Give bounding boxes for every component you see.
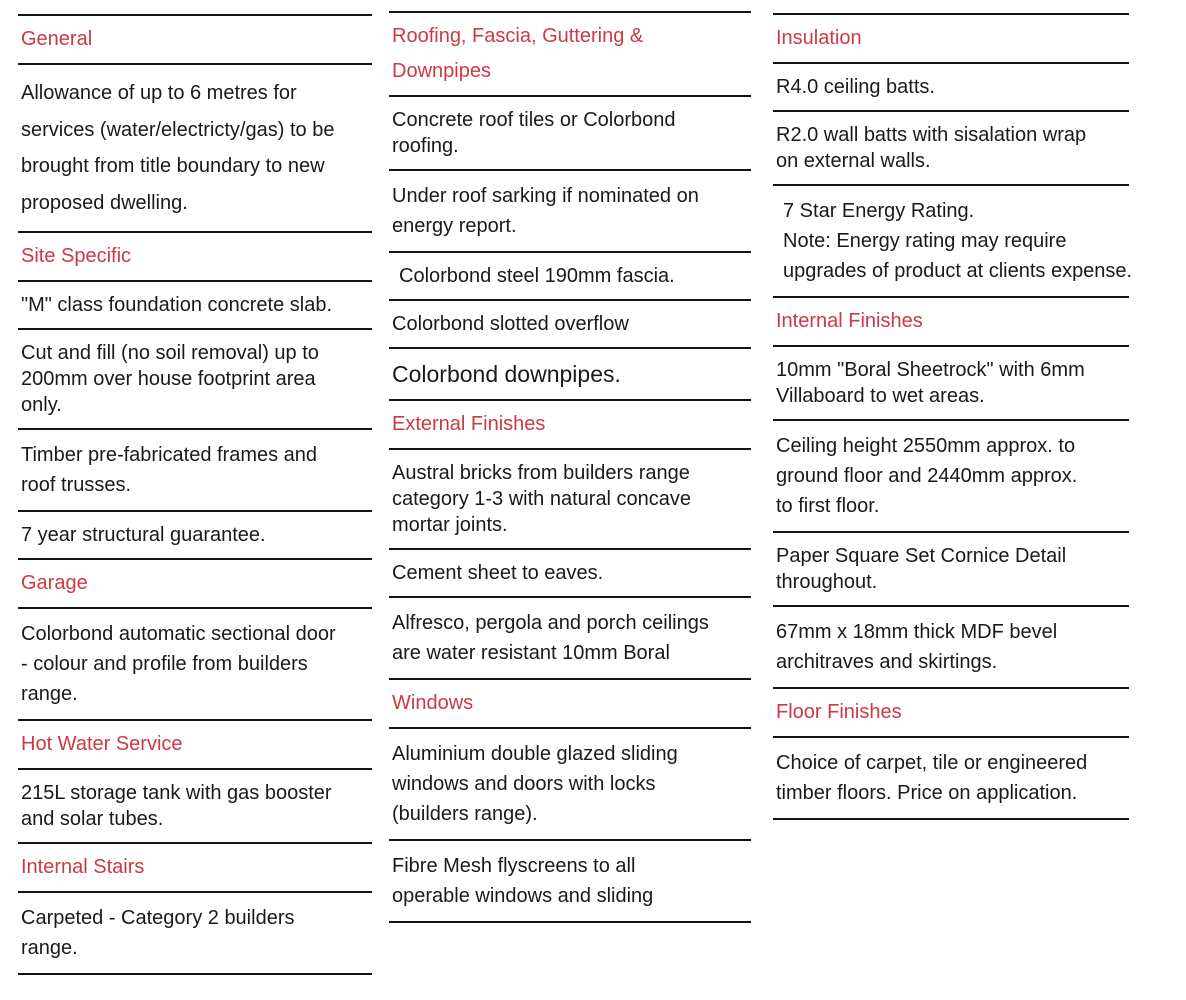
column-general-site: General Allowance of up to 6 metres for … [18,14,372,975]
spec-item-fascia: Colorbond steel 190mm fascia. [389,251,751,299]
column-roofing-external-windows: Roofing, Fascia, Guttering & Downpipes C… [389,11,751,923]
spec-item-foundation-slab: "M" class foundation concrete slab. [18,280,372,328]
spec-item-bricks: Austral bricks from builders range categ… [389,448,751,548]
spec-item-roof-sarking: Under roof sarking if nominated on energ… [389,169,751,251]
spec-item-timber-frames: Timber pre-fabricated frames and roof tr… [18,428,372,510]
spec-item-stairs-carpet: Carpeted - Category 2 builders range. [18,891,372,973]
column-insulation-internal-floor: Insulation R4.0 ceiling batts. R2.0 wall… [773,13,1132,820]
spec-heading-roofing-fascia-guttering: Roofing, Fascia, Guttering & Downpipes [389,11,751,95]
spec-item-architraves: 67mm x 18mm thick MDF bevel architraves … [773,605,1129,687]
spec-item-gutter-overflow: Colorbond slotted overflow [389,299,751,347]
spec-item-plasterboard: 10mm "Boral Sheetrock" with 6mm Villaboa… [773,345,1129,419]
spec-heading-insulation: Insulation [773,13,1129,62]
spec-item-energy-rating: 7 Star Energy Rating. Note: Energy ratin… [773,184,1132,296]
spec-item-structural-guarantee: 7 year structural guarantee. [18,510,372,558]
spec-item-storage-tank: 215L storage tank with gas booster and s… [18,768,372,842]
spec-item-window-glazing: Aluminium double glazed sliding windows … [389,727,751,839]
spec-heading-external-finishes: External Finishes [389,399,751,448]
inclusions-document: General Allowance of up to 6 metres for … [18,11,1132,975]
spec-item-services-allowance: Allowance of up to 6 metres for services… [18,63,372,231]
spec-item-downpipes: Colorbond downpipes. [389,347,751,399]
spec-item-roof-tiles: Concrete roof tiles or Colorbond roofing… [389,95,751,169]
spec-heading-general: General [18,14,372,63]
spec-item-eaves: Cement sheet to eaves. [389,548,751,596]
spec-heading-floor-finishes: Floor Finishes [773,687,1129,736]
spec-heading-internal-finishes: Internal Finishes [773,296,1129,345]
spec-item-floor-choice: Choice of carpet, tile or engineered tim… [773,736,1129,818]
spec-heading-garage: Garage [18,558,372,607]
spec-item-cut-and-fill: Cut and fill (no soil removal) up to 200… [18,328,372,428]
spec-heading-hot-water-service: Hot Water Service [18,719,372,768]
spec-item-garage-door: Colorbond automatic sectional door - col… [18,607,372,719]
spec-item-wall-batts: R2.0 wall batts with sisalation wrap on … [773,110,1129,184]
spec-heading-site-specific: Site Specific [18,231,372,280]
spec-heading-internal-stairs: Internal Stairs [18,842,372,891]
spec-item-ceiling-height: Ceiling height 2550mm approx. to ground … [773,419,1129,531]
spec-item-cornice: Paper Square Set Cornice Detail througho… [773,531,1129,605]
spec-item-ceiling-batts: R4.0 ceiling batts. [773,62,1129,110]
spec-item-flyscreens: Fibre Mesh flyscreens to all operable wi… [389,839,751,921]
spec-heading-windows: Windows [389,678,751,727]
spec-item-alfresco-ceilings: Alfresco, pergola and porch ceilings are… [389,596,751,678]
